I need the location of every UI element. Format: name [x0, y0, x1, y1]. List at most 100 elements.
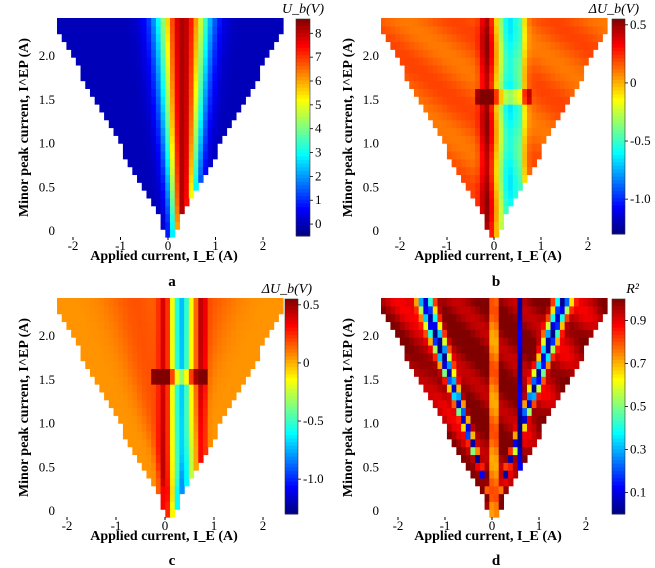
heatmap-cell: [188, 25, 195, 35]
heatmap-cell: [165, 18, 171, 27]
heatmap-cell: [489, 158, 495, 168]
heatmap-cell: [113, 399, 119, 409]
heatmap-cell: [99, 96, 105, 105]
heatmap-cell: [559, 57, 566, 66]
heatmap-cell: [179, 135, 185, 144]
heatmap-cell: [494, 64, 500, 74]
heatmap-cell: [235, 368, 242, 377]
heatmap-cell: [170, 111, 176, 121]
heatmap-cell: [461, 454, 467, 463]
heatmap-cell: [184, 18, 190, 27]
heatmap-cell: [446, 64, 453, 74]
heatmap-cell: [217, 329, 223, 338]
heatmap-cell: [221, 18, 228, 27]
heatmap-cell: [137, 305, 143, 315]
heatmap-cell: [470, 88, 476, 97]
heatmap-cell: [122, 407, 129, 416]
heatmap-cell: [221, 298, 228, 307]
heatmap-cell: [193, 368, 199, 377]
heatmap-cell: [555, 384, 561, 393]
heatmap-cell: [226, 104, 232, 113]
colorbar-segment: [285, 471, 298, 476]
heatmap-cell: [122, 415, 129, 424]
heatmap-cell: [446, 104, 453, 113]
heatmap-cell: [118, 135, 124, 144]
heatmap-cell: [231, 49, 237, 58]
heatmap-cell: [155, 190, 162, 199]
heatmap-cell: [512, 305, 519, 315]
heatmap-cell: [264, 49, 270, 58]
heatmap-cell: [174, 197, 181, 207]
heatmap-cell: [254, 64, 261, 74]
heatmap-cell: [409, 298, 415, 307]
heatmap-cell: [71, 298, 77, 307]
heatmap-cell: [174, 337, 181, 346]
heatmap-cell: [456, 384, 462, 393]
heatmap-cell: [508, 298, 514, 307]
heatmap-cell: [179, 25, 185, 35]
heatmap-cell: [155, 344, 162, 354]
colorbar-segment: [612, 345, 625, 350]
heatmap-cell: [250, 352, 256, 362]
heatmap-cell: [207, 368, 213, 377]
heatmap-cell: [179, 313, 185, 323]
heatmap-cell: [503, 352, 509, 362]
heatmap-cell: [395, 305, 401, 315]
heatmap-cell: [231, 360, 237, 369]
heatmap-cell: [578, 41, 585, 50]
heatmap-cell: [118, 368, 124, 377]
heatmap-cell: [541, 407, 547, 416]
heatmap-cell: [122, 430, 129, 440]
colorbar-segment: [285, 488, 298, 493]
heatmap-cell: [113, 119, 119, 129]
heatmap-cell: [273, 18, 279, 27]
heatmap-cell: [446, 344, 453, 354]
heatmap-cell: [174, 470, 181, 479]
heatmap-cell: [404, 344, 410, 354]
heatmap-cell: [475, 423, 481, 432]
heatmap-cell: [132, 298, 138, 307]
heatmap-cell: [512, 127, 519, 136]
heatmap-cell: [432, 104, 439, 113]
heatmap-cell: [512, 135, 519, 144]
heatmap-cell: [217, 18, 223, 27]
colorbar-segment: [296, 84, 310, 89]
heatmap-cell: [494, 143, 500, 152]
heatmap-cell: [141, 72, 148, 82]
heatmap-cell: [442, 80, 448, 89]
colorbar-segment: [296, 214, 310, 219]
heatmap-cell: [174, 80, 181, 89]
heatmap-cell: [489, 25, 495, 35]
heatmap-cell: [170, 430, 176, 440]
heatmap-cell: [503, 111, 509, 121]
heatmap-cell: [470, 305, 476, 315]
heatmap-cell: [494, 213, 500, 222]
heatmap-cell: [127, 360, 133, 369]
heatmap-cell: [165, 213, 171, 222]
heatmap-cell: [127, 430, 133, 440]
heatmap-cell: [531, 158, 537, 168]
heatmap-cell: [184, 111, 190, 121]
colorbar-segment: [612, 392, 625, 397]
heatmap-cell: [151, 197, 157, 207]
heatmap-cell: [127, 344, 133, 354]
heatmap-cell: [151, 360, 157, 369]
heatmap-cell: [165, 205, 171, 215]
heatmap-cell: [395, 313, 401, 323]
heatmap-cell: [451, 368, 457, 377]
heatmap-cell: [442, 72, 448, 82]
heatmap-cell: [104, 329, 110, 338]
heatmap-cell: [423, 344, 429, 354]
heatmap-cell: [423, 96, 429, 105]
heatmap-cell: [141, 182, 148, 191]
heatmap-cell: [151, 430, 157, 440]
heatmap-cell: [245, 88, 251, 97]
heatmap-cell: [442, 321, 448, 330]
heatmap-cell: [132, 72, 138, 82]
heatmap-cell: [132, 337, 138, 346]
heatmap-cell: [141, 391, 148, 401]
heatmap-cell: [75, 313, 82, 323]
heatmap-cell: [174, 221, 181, 230]
heatmap-cell: [531, 438, 537, 448]
heatmap-cell: [170, 423, 176, 432]
